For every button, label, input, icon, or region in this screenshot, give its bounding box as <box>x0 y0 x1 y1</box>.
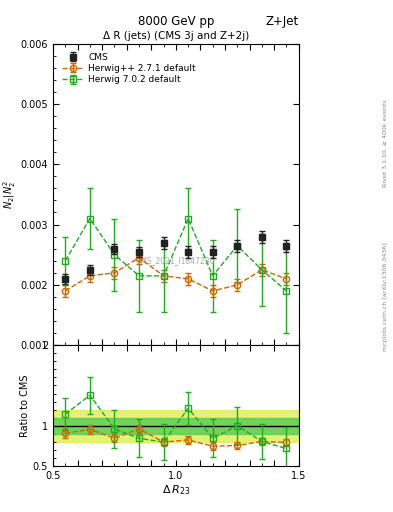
X-axis label: $\Delta\,R_{23}$: $\Delta\,R_{23}$ <box>162 483 190 497</box>
Bar <box>53 418 299 434</box>
Text: Z+Jet: Z+Jet <box>265 15 299 28</box>
Y-axis label: $N_2|N_2^2$: $N_2|N_2^2$ <box>1 180 18 209</box>
Y-axis label: Ratio to CMS: Ratio to CMS <box>20 374 30 437</box>
Title: Δ R (jets) (CMS 3j and Z+2j): Δ R (jets) (CMS 3j and Z+2j) <box>103 31 249 41</box>
Legend: CMS, Herwig++ 2.7.1 default, Herwig 7.0.2 default: CMS, Herwig++ 2.7.1 default, Herwig 7.0.… <box>60 51 197 86</box>
Text: Rivet 3.1.10, ≥ 400k events: Rivet 3.1.10, ≥ 400k events <box>383 99 387 187</box>
Text: mcplots.cern.ch [arXiv:1306.3436]: mcplots.cern.ch [arXiv:1306.3436] <box>383 243 387 351</box>
Text: 8000 GeV pp: 8000 GeV pp <box>138 15 214 28</box>
Bar <box>53 410 299 442</box>
Text: CMS_2021_I1847230: CMS_2021_I1847230 <box>136 256 216 265</box>
